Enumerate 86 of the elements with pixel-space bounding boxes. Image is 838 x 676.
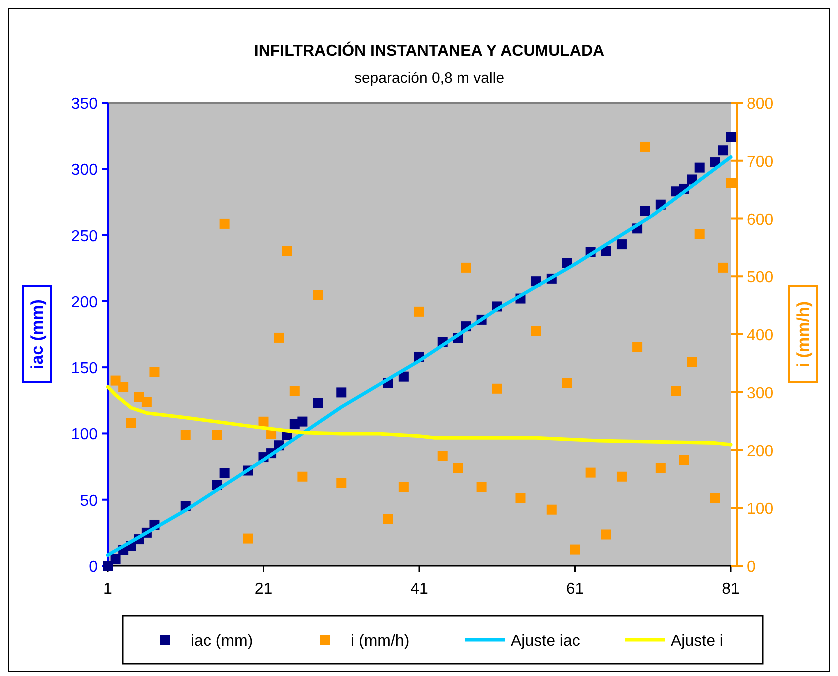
y2-tick-label: 200: [747, 443, 774, 460]
x-tick-label: 21: [254, 581, 273, 598]
point: [562, 378, 572, 388]
x-tick-label: 41: [410, 581, 428, 598]
point: [492, 384, 502, 394]
point: [718, 146, 728, 156]
point: [476, 482, 487, 492]
y2-tick-label: 400: [747, 328, 774, 344]
point: [298, 416, 308, 427]
y2-tick-label: 100: [747, 501, 774, 518]
y-tick-label: 250: [71, 228, 98, 246]
point: [243, 534, 254, 544]
point: [461, 262, 472, 273]
point: [142, 397, 152, 408]
y2-tick-label: 300: [747, 385, 774, 402]
point: [616, 472, 627, 482]
y2-tick-label: 700: [747, 154, 774, 171]
chart-subtitle: separación 0,8 m valle: [354, 70, 505, 87]
y2-tick-label: 500: [747, 270, 774, 287]
point: [274, 332, 284, 343]
point: [616, 240, 627, 250]
point: [126, 418, 136, 428]
y2-tick-label: 800: [747, 96, 774, 113]
point: [694, 229, 705, 240]
point: [290, 386, 300, 396]
point: [710, 493, 720, 504]
point: [640, 142, 650, 152]
point: [718, 262, 728, 273]
point: [438, 451, 448, 462]
y-tick-label: 50: [80, 492, 98, 510]
y2-tick-label: 600: [747, 212, 774, 229]
legend-label: Ajuste iac: [511, 633, 580, 650]
point: [687, 357, 698, 368]
y2-axis-title: i (mm/h): [794, 301, 813, 368]
point: [570, 544, 580, 555]
legend-label: iac (mm): [191, 633, 254, 650]
point: [726, 178, 736, 188]
point: [110, 554, 121, 564]
point: [336, 478, 347, 488]
point: [656, 463, 666, 474]
y-tick-label: 200: [71, 294, 98, 312]
y-tick-label: 300: [71, 162, 98, 180]
x-tick-label: 1: [104, 581, 113, 598]
point: [601, 530, 612, 540]
y-axis-title: iac (mm): [28, 300, 47, 370]
point: [180, 430, 191, 440]
point: [118, 382, 129, 392]
point: [546, 504, 557, 515]
point: [414, 306, 424, 317]
legend-label: Ajuste i: [671, 633, 724, 650]
y-tick-label: 0: [89, 559, 98, 576]
legend-label: i (mm/h): [351, 633, 410, 650]
point: [586, 468, 596, 478]
point: [632, 342, 643, 352]
point: [258, 416, 269, 427]
y-tick-label: 100: [71, 426, 98, 444]
x-tick-label: 61: [566, 581, 584, 598]
point: [398, 482, 409, 492]
point: [671, 386, 682, 396]
point: [726, 132, 736, 142]
point: [694, 162, 705, 173]
point: [134, 392, 144, 402]
y2-tick-label: 0: [747, 559, 756, 576]
point: [398, 372, 409, 382]
point: [383, 514, 394, 524]
line-series: [106, 385, 733, 447]
point: [453, 463, 464, 474]
point: [212, 430, 222, 440]
point: [150, 367, 160, 378]
point: [313, 398, 324, 408]
x-tick-label: 81: [722, 581, 740, 598]
point: [640, 206, 650, 216]
point: [110, 376, 121, 386]
point: [220, 468, 230, 478]
point: [336, 388, 347, 398]
point: [220, 218, 230, 229]
y-tick-label: 350: [71, 96, 98, 113]
point: [298, 472, 308, 482]
y-tick-label: 150: [71, 360, 98, 378]
point: [313, 290, 324, 300]
line-series: [106, 155, 733, 558]
point: [282, 246, 292, 256]
point: [516, 493, 526, 504]
chart-title: INFILTRACIÓN INSTANTANEA Y ACUMULADA: [254, 41, 606, 60]
point: [531, 326, 542, 336]
point: [679, 455, 690, 466]
